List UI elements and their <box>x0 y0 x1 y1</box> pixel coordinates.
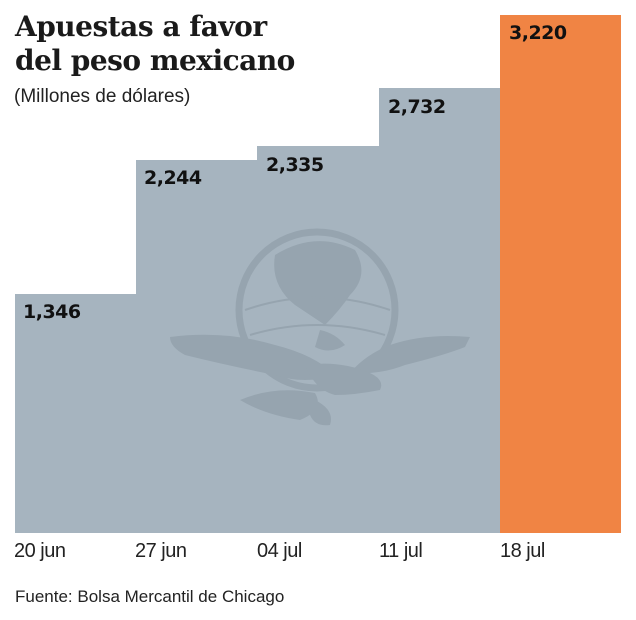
bar-11-jul <box>379 88 501 533</box>
value-label-18-jul: 3,220 <box>509 22 567 44</box>
title-line-2: del peso mexicano <box>15 44 295 77</box>
title-line-1: Apuestas a favor <box>15 10 267 43</box>
x-tick-18-jul: 18 jul <box>500 540 545 562</box>
value-label-20-jun: 1,346 <box>23 301 81 323</box>
chart-title: Apuestas a favor del peso mexicano <box>15 10 295 78</box>
bar-27-jun <box>136 160 258 533</box>
x-tick-11-jul: 11 jul <box>379 540 423 562</box>
source-note: Fuente: Bolsa Mercantil de Chicago <box>15 587 285 606</box>
value-label-27-jun: 2,244 <box>144 167 202 189</box>
x-tick-04-jul: 04 jul <box>257 540 302 562</box>
bar-20-jun <box>15 294 137 533</box>
eagle-globe-watermark-icon <box>170 228 470 426</box>
bar-18-jul-highlighted <box>500 15 621 533</box>
value-label-11-jul: 2,732 <box>388 96 446 118</box>
x-tick-27-jun: 27 jun <box>135 540 187 562</box>
chart-subtitle: (Millones de dólares) <box>14 86 191 107</box>
value-label-04-jul: 2,335 <box>266 154 324 176</box>
x-tick-20-jun: 20 jun <box>14 540 66 562</box>
bar-04-jul <box>257 146 380 533</box>
